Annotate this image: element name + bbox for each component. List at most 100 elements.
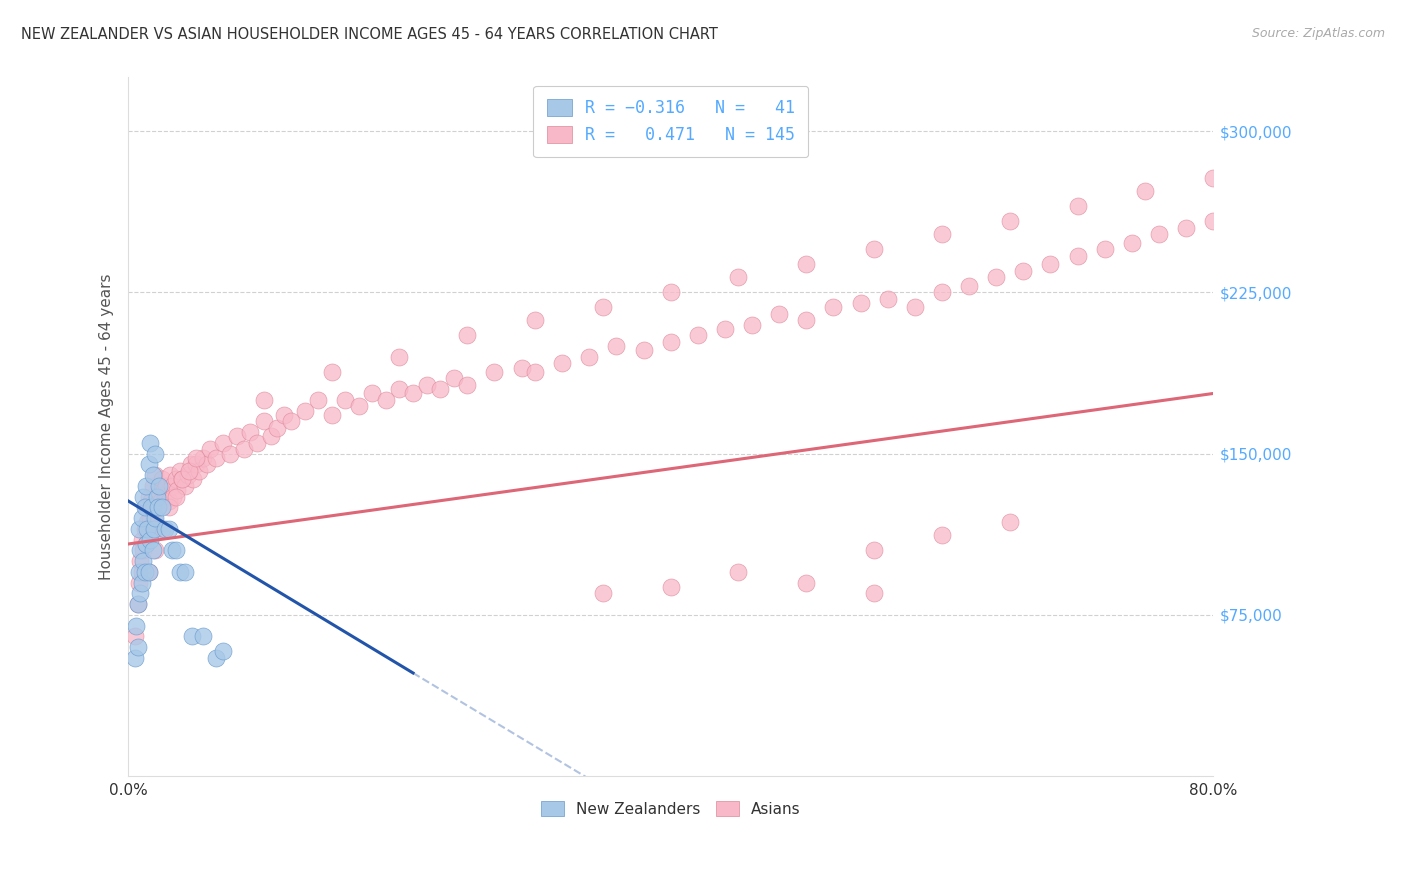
Point	[931, 528, 953, 542]
Point	[232, 442, 254, 457]
Point	[150, 522, 173, 536]
Point	[131, 511, 153, 525]
Point	[904, 301, 927, 315]
Point	[135, 537, 157, 551]
Point	[132, 543, 155, 558]
Point	[863, 543, 886, 558]
Point	[169, 565, 191, 579]
Point	[169, 464, 191, 478]
Point	[138, 528, 160, 542]
Point	[134, 522, 156, 536]
Point	[174, 565, 197, 579]
Point	[125, 618, 148, 632]
Point	[335, 392, 357, 407]
Point	[141, 494, 163, 508]
Point	[129, 554, 152, 568]
Point	[155, 479, 177, 493]
Point	[273, 408, 295, 422]
Point	[172, 473, 194, 487]
Point	[551, 356, 574, 370]
Point	[145, 490, 167, 504]
Point	[931, 227, 953, 242]
Point	[768, 307, 790, 321]
Point	[633, 343, 655, 358]
Text: Source: ZipAtlas.com: Source: ZipAtlas.com	[1251, 27, 1385, 40]
Point	[150, 473, 173, 487]
Point	[142, 543, 165, 558]
Point	[1135, 185, 1157, 199]
Point	[132, 554, 155, 568]
Point	[157, 522, 180, 536]
Point	[181, 629, 204, 643]
Point	[138, 490, 160, 504]
Point	[131, 565, 153, 579]
Point	[388, 350, 411, 364]
Point	[146, 500, 169, 515]
Point	[388, 382, 411, 396]
Point	[136, 522, 159, 536]
Point	[177, 468, 200, 483]
Point	[253, 414, 276, 428]
Point	[212, 436, 235, 450]
Point	[686, 328, 709, 343]
Point	[714, 322, 737, 336]
Point	[138, 458, 160, 472]
Point	[239, 425, 262, 440]
Point	[849, 296, 872, 310]
Point	[159, 468, 181, 483]
Point	[402, 386, 425, 401]
Point	[280, 414, 302, 428]
Point	[132, 490, 155, 504]
Point	[429, 382, 451, 396]
Point	[823, 301, 845, 315]
Point	[157, 494, 180, 508]
Point	[374, 392, 396, 407]
Point	[149, 494, 172, 508]
Point	[415, 377, 437, 392]
Point	[129, 586, 152, 600]
Point	[863, 586, 886, 600]
Point	[456, 328, 478, 343]
Point	[198, 442, 221, 457]
Text: NEW ZEALANDER VS ASIAN HOUSEHOLDER INCOME AGES 45 - 64 YEARS CORRELATION CHART: NEW ZEALANDER VS ASIAN HOUSEHOLDER INCOM…	[21, 27, 718, 42]
Point	[153, 490, 176, 504]
Point	[998, 214, 1021, 228]
Point	[134, 500, 156, 515]
Point	[361, 386, 384, 401]
Point	[659, 285, 682, 300]
Point	[180, 458, 202, 472]
Point	[321, 408, 343, 422]
Point	[524, 365, 547, 379]
Point	[1202, 171, 1225, 186]
Point	[139, 533, 162, 547]
Point	[605, 339, 627, 353]
Point	[166, 483, 188, 498]
Point	[219, 447, 242, 461]
Point	[1121, 235, 1143, 250]
Point	[146, 500, 169, 515]
Point	[135, 537, 157, 551]
Point	[142, 468, 165, 483]
Point	[794, 575, 817, 590]
Point	[253, 392, 276, 407]
Point	[294, 403, 316, 417]
Point	[592, 586, 614, 600]
Point	[195, 458, 218, 472]
Point	[794, 258, 817, 272]
Point	[128, 575, 150, 590]
Point	[321, 365, 343, 379]
Point	[150, 500, 173, 515]
Point	[510, 360, 533, 375]
Point	[129, 543, 152, 558]
Point	[148, 485, 170, 500]
Legend: New Zealanders, Asians: New Zealanders, Asians	[533, 793, 808, 824]
Point	[727, 270, 749, 285]
Point	[127, 640, 149, 655]
Point	[443, 371, 465, 385]
Point	[131, 575, 153, 590]
Point	[134, 565, 156, 579]
Point	[142, 479, 165, 493]
Point	[191, 629, 214, 643]
Point	[145, 490, 167, 504]
Point	[165, 543, 187, 558]
